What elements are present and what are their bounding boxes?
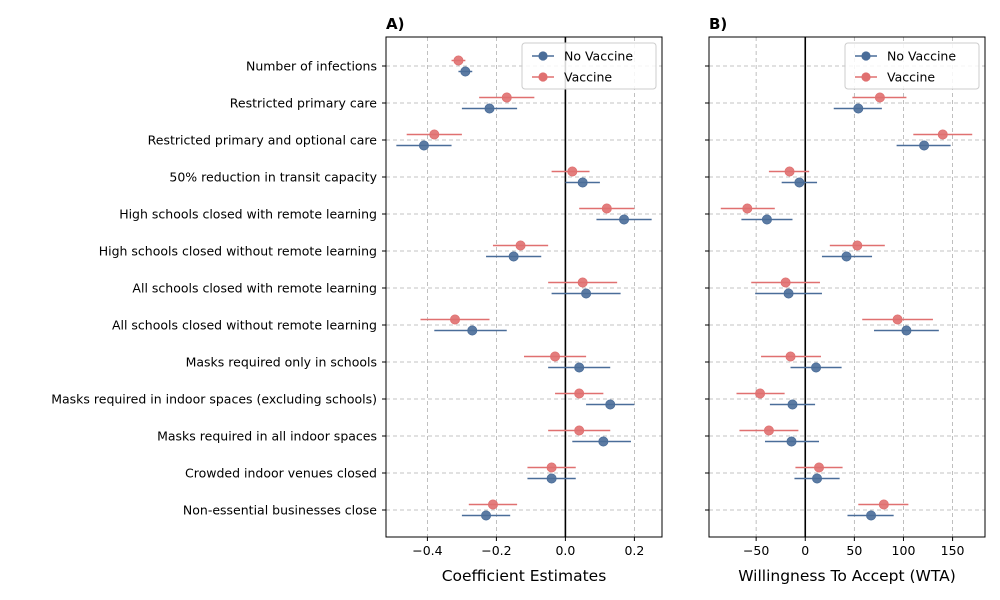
data-point (619, 214, 630, 225)
data-point (546, 462, 557, 473)
y-tick-label: High schools closed without remote learn… (99, 244, 377, 259)
data-point (755, 388, 766, 399)
y-tick-label: Masks required in indoor spaces (excludi… (51, 392, 377, 407)
legend-marker (538, 72, 548, 82)
x-tick-label: −0.2 (481, 543, 511, 558)
x-axis-label: Coefficient Estimates (442, 567, 607, 585)
data-point (574, 362, 585, 373)
data-point (581, 288, 592, 299)
data-point (761, 214, 772, 225)
data-point (878, 499, 889, 510)
data-point (853, 103, 864, 114)
data-point (892, 314, 903, 325)
series-vaccine (720, 92, 973, 510)
data-point (787, 399, 798, 410)
data-point (467, 325, 478, 336)
data-point (550, 351, 561, 362)
data-point (783, 288, 794, 299)
y-tick-label: All schools closed without remote learni… (112, 318, 377, 333)
data-point (780, 277, 791, 288)
data-point (812, 473, 823, 484)
data-point (786, 436, 797, 447)
x-tick-label: 100 (892, 543, 916, 558)
data-point (901, 325, 912, 336)
panel-title: A) (386, 15, 404, 33)
axes-frame (708, 36, 986, 538)
data-point (814, 462, 825, 473)
x-tick-label: 0.2 (624, 543, 644, 558)
grid (386, 37, 662, 537)
data-point (567, 166, 578, 177)
y-tick-label: Number of infections (246, 59, 377, 74)
data-point (577, 277, 588, 288)
data-point (742, 203, 753, 214)
data-point (449, 314, 460, 325)
y-tick-label: All schools closed with remote learning (132, 281, 377, 296)
data-point (601, 203, 612, 214)
data-point (546, 473, 557, 484)
data-point (784, 166, 795, 177)
legend-marker (861, 72, 871, 82)
legend-label: No Vaccine (564, 49, 633, 64)
data-point (574, 425, 585, 436)
y-tick-label: High schools closed with remote learning (119, 207, 377, 222)
panel-b: −50 0 50 100 150 Willingness To Accept (WTA) B… (705, 15, 986, 585)
x-tick-label: 0 (801, 543, 809, 558)
data-point (481, 510, 492, 521)
data-point (874, 92, 885, 103)
legend-marker (538, 51, 548, 61)
axes-frame (385, 36, 663, 538)
data-point (919, 140, 930, 151)
data-point (484, 103, 495, 114)
data-point (487, 499, 498, 510)
data-point (811, 362, 822, 373)
data-point (460, 66, 471, 77)
data-point (577, 177, 588, 188)
data-point (794, 177, 805, 188)
legend-box (521, 42, 657, 90)
series-no-vaccine (741, 103, 951, 521)
y-tick-label: Masks required only in schools (186, 355, 377, 370)
grid (709, 37, 985, 537)
data-point (841, 251, 852, 262)
data-point (418, 140, 429, 151)
legend: No Vaccine Vaccine (844, 42, 980, 90)
legend-label: No Vaccine (887, 49, 956, 64)
y-tick-label: Masks required in all indoor spaces (157, 429, 377, 444)
series-no-vaccine (396, 66, 652, 521)
x-tick-label: −50 (743, 543, 769, 558)
data-point (429, 129, 440, 140)
y-tick-label: Restricted primary and optional care (148, 133, 378, 148)
data-point (501, 92, 512, 103)
data-point (866, 510, 877, 521)
data-point (508, 251, 519, 262)
y-tick-label: Crowded indoor venues closed (185, 466, 377, 481)
data-point (605, 399, 616, 410)
data-point (763, 425, 774, 436)
y-tick-label: 50% reduction in transit capacity (169, 170, 377, 185)
legend-box (844, 42, 980, 90)
data-point (598, 436, 609, 447)
panel-a: −0.4 −0.2 0.0 0.2 Number of infections Restri… (51, 15, 663, 585)
data-point (574, 388, 585, 399)
x-tick-label: −0.4 (412, 543, 442, 558)
y-tick-label: Non-essential businesses close (183, 503, 377, 518)
legend-marker (861, 51, 871, 61)
x-tick-label: 50 (846, 543, 862, 558)
data-point (453, 55, 464, 66)
x-tick-label: 0.0 (555, 543, 575, 558)
x-axis-label: Willingness To Accept (WTA) (738, 567, 956, 585)
data-point (937, 129, 948, 140)
legend-label: Vaccine (887, 70, 935, 85)
legend-label: Vaccine (564, 70, 612, 85)
data-point (852, 240, 863, 251)
data-point (785, 351, 796, 362)
data-point (515, 240, 526, 251)
legend: No Vaccine Vaccine (521, 42, 657, 90)
y-tick-label: Restricted primary care (230, 96, 378, 111)
x-tick-label: 150 (941, 543, 965, 558)
series-vaccine (406, 55, 635, 510)
panel-title: B) (709, 15, 727, 33)
